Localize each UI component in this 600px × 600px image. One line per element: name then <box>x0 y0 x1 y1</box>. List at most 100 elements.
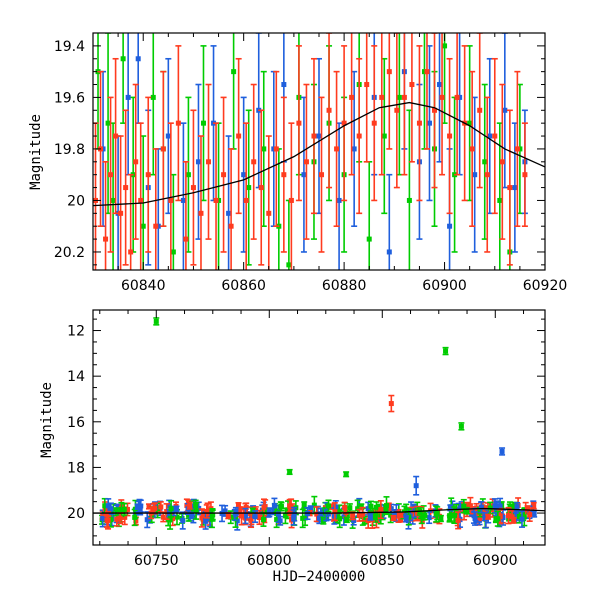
top-data-point <box>301 172 307 178</box>
bottom-frame <box>92 309 546 546</box>
top-data-point <box>175 120 181 126</box>
bottom-data-point <box>461 503 467 509</box>
bottom-data-point <box>479 512 485 518</box>
bottom-data-point <box>136 504 142 510</box>
top-data-point <box>113 133 119 139</box>
bottom-data-point <box>105 503 111 509</box>
bottom-data-point <box>447 515 453 521</box>
bottom-data-point <box>531 511 537 517</box>
top-data-point <box>366 236 372 242</box>
bottom-xtick-label: 60850 <box>360 553 405 569</box>
bottom-data-point <box>301 502 307 508</box>
top-data-point <box>487 133 493 139</box>
bottom-data-point <box>155 507 161 513</box>
bottom-data-point <box>485 514 491 520</box>
top-data-point <box>168 197 174 203</box>
top-data-point <box>502 107 508 113</box>
bottom-data-point <box>467 503 473 509</box>
top-ytick-label: 19.6 <box>54 90 85 106</box>
top-data-point <box>198 210 204 216</box>
top-data-point <box>241 172 247 178</box>
top-data-point <box>243 197 249 203</box>
top-data-point <box>386 249 392 255</box>
top-data-point <box>160 146 166 152</box>
bottom-data-point <box>237 507 243 513</box>
bottom-data-point <box>235 502 241 508</box>
bottom-data-point <box>300 515 306 521</box>
top-data-point <box>454 94 460 100</box>
bottom-data-point <box>422 512 428 518</box>
bottom-data-point <box>318 511 324 517</box>
top-data-point <box>356 133 362 139</box>
top-data-point <box>421 69 427 75</box>
bottom-data-point <box>373 504 379 510</box>
top-data-point <box>103 236 109 242</box>
top-data-point <box>497 197 503 203</box>
top-data-point <box>507 185 513 191</box>
bottom-data-point <box>248 517 254 523</box>
bottom-data-point <box>100 515 106 521</box>
bottom-data-point <box>173 506 179 512</box>
top-data-point <box>216 197 222 203</box>
bottom-data-point <box>252 514 258 520</box>
bottom-data-point <box>271 502 277 508</box>
top-data-point <box>231 69 237 75</box>
bottom-data-point <box>495 516 501 522</box>
bottom-data-point <box>170 516 176 522</box>
top-data-point <box>311 133 317 139</box>
top-data-point <box>416 120 422 126</box>
top-data-point <box>246 185 252 191</box>
top-data-point <box>123 185 129 191</box>
bottom-data-point <box>391 512 397 518</box>
bottom-plot-area <box>93 317 545 531</box>
top-data-point <box>288 197 294 203</box>
top-data-point <box>371 120 377 126</box>
top-data-point <box>180 197 186 203</box>
bottom-data-point <box>114 509 120 515</box>
top-data-point <box>135 56 141 62</box>
top-data-point <box>100 146 106 152</box>
bottom-data-point <box>455 517 461 523</box>
bottom-data-point <box>337 516 343 522</box>
bottom-data-point <box>451 513 457 519</box>
bottom-data-point <box>153 318 159 324</box>
top-xtick-label: 60840 <box>121 278 166 294</box>
bottom-data-point <box>203 517 209 523</box>
top-data-point <box>447 223 453 229</box>
bottom-data-point <box>329 504 335 510</box>
top-ytick-label: 19.8 <box>54 142 85 158</box>
bottom-data-point <box>117 515 123 521</box>
bottom-data-point <box>399 512 405 518</box>
bottom-data-point <box>487 505 493 511</box>
top-data-point <box>472 172 478 178</box>
top-data-point <box>221 172 227 178</box>
bottom-data-point <box>225 513 231 519</box>
bottom-data-point <box>351 518 357 524</box>
bottom-data-point <box>291 511 297 517</box>
bottom-data-point <box>166 503 172 509</box>
bottom-data-point <box>160 514 166 520</box>
bottom-data-point <box>282 513 288 519</box>
top-data-point <box>424 69 430 75</box>
bottom-data-point <box>266 509 272 515</box>
bottom-data-point <box>343 471 349 477</box>
bottom-ytick-label: 16 <box>67 415 85 431</box>
bottom-data-point <box>122 514 128 520</box>
bottom-ytick-label: 12 <box>67 324 85 340</box>
top-data-point <box>396 94 402 100</box>
bottom-panel: 60750 60800 60850 60900 12 14 16 18 20 <box>67 309 546 569</box>
top-data-point <box>409 82 415 88</box>
bottom-data-point <box>367 514 373 520</box>
bottom-data-point <box>380 509 386 515</box>
top-data-point <box>437 82 443 88</box>
bottom-data-point <box>278 503 284 509</box>
top-data-point <box>213 197 219 203</box>
bottom-ylabel: Magnitude <box>39 382 55 458</box>
top-data-point <box>334 146 340 152</box>
bottom-data-point <box>426 515 432 521</box>
top-data-point <box>271 146 277 152</box>
bottom-data-point <box>406 514 412 520</box>
bottom-data-point <box>527 512 533 518</box>
bottom-data-point <box>443 348 449 354</box>
